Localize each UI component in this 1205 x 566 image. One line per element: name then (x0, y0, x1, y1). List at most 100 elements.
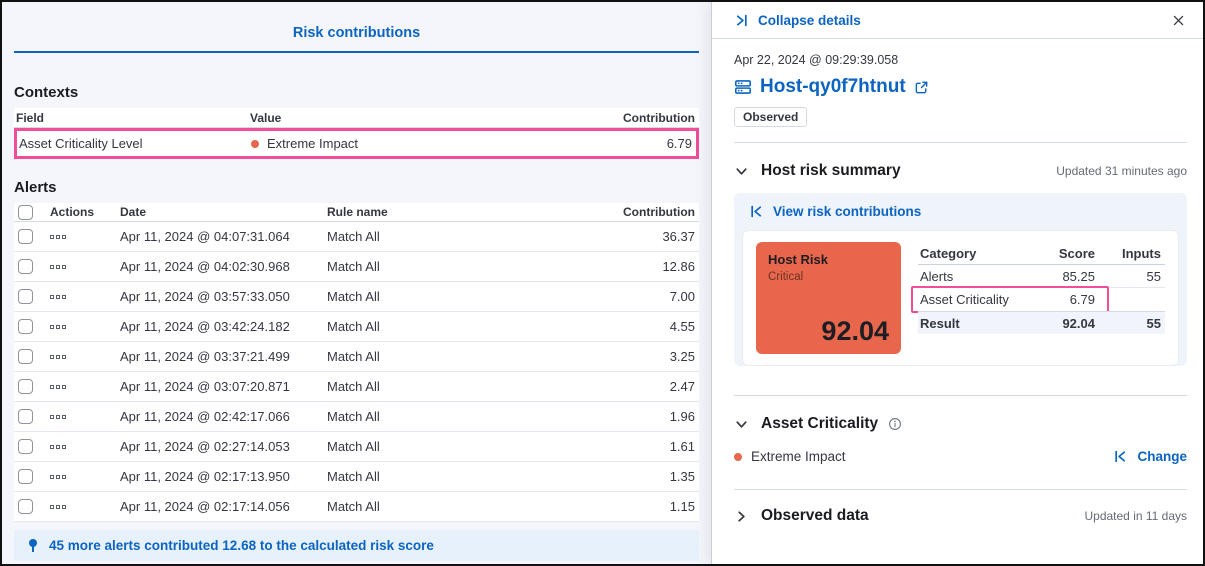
col-date: Date (120, 205, 147, 219)
alert-date: Apr 11, 2024 @ 02:27:14.053 (120, 439, 290, 454)
boxes-horizontal-icon[interactable] (50, 384, 120, 389)
alert-table-row: Apr 11, 2024 @ 03:42:24.182 Match All 4.… (14, 312, 699, 342)
alert-date: Apr 11, 2024 @ 02:17:14.056 (120, 499, 290, 514)
alert-table-row: Apr 11, 2024 @ 03:07:20.871 Match All 2.… (14, 372, 699, 402)
risk-table-row-result: Result 92.04 55 (918, 311, 1165, 334)
risk-summary-panel: View risk contributions Host Risk Critic… (734, 193, 1187, 366)
boxes-horizontal-icon[interactable] (50, 504, 120, 509)
alert-rule-name: Match All (327, 289, 380, 304)
row-checkbox[interactable] (18, 259, 33, 274)
chevron-right-icon (738, 510, 745, 522)
observed-data-accordion[interactable]: Observed data Updated in 11 days (734, 507, 1187, 525)
observed-badge: Observed (734, 107, 808, 127)
alert-table-row: Apr 11, 2024 @ 02:17:14.056 Match All 1.… (14, 492, 699, 522)
alert-contribution: 7.00 (669, 289, 695, 304)
alert-date: Apr 11, 2024 @ 04:07:31.064 (120, 229, 290, 244)
alert-rule-name: Match All (327, 499, 380, 514)
alert-table-row: Apr 11, 2024 @ 02:27:14.053 Match All 1.… (14, 432, 699, 462)
row-checkbox[interactable] (18, 469, 33, 484)
boxes-horizontal-icon[interactable] (50, 234, 120, 239)
alert-table-row: Apr 11, 2024 @ 02:42:17.066 Match All 1.… (14, 402, 699, 432)
alert-rule-name: Match All (327, 229, 380, 244)
chevron-down-icon (736, 420, 747, 428)
col-rule-name: Rule name (327, 205, 388, 219)
risk-card-title: Host Risk (768, 252, 828, 267)
alert-rule-name: Match All (327, 409, 380, 424)
alert-rule-name: Match All (327, 349, 380, 364)
boxes-horizontal-icon[interactable] (50, 354, 120, 359)
boxes-horizontal-icon[interactable] (50, 264, 120, 269)
col-field: Field (16, 110, 45, 125)
view-risk-contributions-label: View risk contributions (773, 204, 922, 219)
view-risk-contributions-link[interactable]: View risk contributions (749, 204, 1172, 219)
alert-table-row: Apr 11, 2024 @ 02:17:13.950 Match All 1.… (14, 462, 699, 492)
row-checkbox[interactable] (18, 379, 33, 394)
storage-icon (735, 80, 751, 94)
collapse-details-button[interactable]: Collapse details (734, 13, 861, 28)
alert-table-row: Apr 11, 2024 @ 04:02:30.968 Match All 12… (14, 252, 699, 282)
col-category: Category (920, 245, 977, 261)
divider (734, 395, 1187, 396)
arrow-start-icon (751, 205, 762, 218)
alert-contribution: 2.47 (669, 379, 695, 394)
context-field: Asset Criticality Level (19, 136, 143, 151)
alert-contribution: 1.15 (669, 499, 695, 514)
alert-table-row: Apr 11, 2024 @ 03:57:33.050 Match All 7.… (14, 282, 699, 312)
info-icon[interactable] (888, 417, 902, 431)
select-all-checkbox[interactable] (18, 204, 33, 220)
host-name-link[interactable]: Host-qy0f7htnut (760, 76, 906, 97)
divider (734, 489, 1187, 490)
row-checkbox[interactable] (18, 499, 33, 514)
arrow-start-icon (1115, 450, 1126, 463)
risk-category-table: Category Score Inputs Alerts 85.25 55 As… (911, 242, 1165, 334)
event-timestamp: Apr 22, 2024 @ 09:29:39.058 (734, 53, 899, 67)
contexts-highlighted-row: Asset Criticality Level Extreme Impact 6… (14, 128, 699, 159)
row-checkbox[interactable] (18, 439, 33, 454)
asset-criticality-value: Extreme Impact (751, 449, 846, 464)
alert-contribution: 1.61 (669, 439, 695, 454)
alert-rule-name: Match All (327, 259, 380, 274)
boxes-horizontal-icon[interactable] (50, 444, 120, 449)
boxes-horizontal-icon[interactable] (50, 414, 120, 419)
alerts-table-body: Apr 11, 2024 @ 04:07:31.064 Match All 36… (14, 222, 699, 522)
more-alerts-text: 45 more alerts contributed 12.68 to the … (49, 538, 434, 553)
change-criticality-button[interactable]: Change (1113, 449, 1187, 464)
host-risk-summary-accordion[interactable]: Host risk summary Updated 31 minutes ago (734, 162, 1187, 180)
asset-criticality-accordion[interactable]: Asset Criticality (734, 415, 1187, 433)
boxes-horizontal-icon[interactable] (50, 324, 120, 329)
alert-table-row: Apr 11, 2024 @ 04:07:31.064 Match All 36… (14, 222, 699, 252)
popout-icon[interactable] (914, 80, 929, 95)
alert-date: Apr 11, 2024 @ 03:37:21.499 (120, 349, 290, 364)
alert-date: Apr 11, 2024 @ 02:42:17.066 (120, 409, 290, 424)
severity-dot (734, 452, 742, 461)
collapse-details-label: Collapse details (758, 12, 861, 28)
alert-date: Apr 11, 2024 @ 03:07:20.871 (120, 379, 290, 394)
risk-table-row-alerts: Alerts 85.25 55 (918, 265, 1165, 288)
host-risk-summary-title: Host risk summary (761, 162, 901, 179)
tab-risk-contributions[interactable]: Risk contributions (292, 25, 421, 41)
observed-data-title: Observed data (761, 507, 869, 524)
col-score: Score (1058, 245, 1095, 261)
alert-rule-name: Match All (327, 319, 380, 334)
col-inputs: Inputs (1122, 245, 1161, 261)
flyout-header: Collapse details (712, 2, 1203, 39)
tab-underline (14, 51, 699, 53)
row-checkbox[interactable] (18, 319, 33, 334)
close-button[interactable] (1170, 12, 1187, 29)
context-value: Extreme Impact (267, 136, 359, 151)
row-checkbox[interactable] (18, 409, 33, 424)
col-actions: Actions (50, 205, 95, 219)
alert-contribution: 36.37 (662, 229, 695, 244)
row-checkbox[interactable] (18, 289, 33, 304)
alert-date: Apr 11, 2024 @ 03:42:24.182 (120, 319, 290, 334)
alert-contribution: 4.55 (669, 319, 695, 334)
row-checkbox[interactable] (18, 229, 33, 244)
col-contribution: Contribution (623, 110, 695, 125)
boxes-horizontal-icon[interactable] (50, 294, 120, 299)
close-icon (1173, 15, 1184, 25)
boxes-horizontal-icon[interactable] (50, 474, 120, 479)
row-checkbox[interactable] (18, 349, 33, 364)
risk-summary-updated: Updated 31 minutes ago (1056, 164, 1187, 178)
risk-contributions-panel: Risk contributions Contexts Field Value … (2, 2, 711, 564)
